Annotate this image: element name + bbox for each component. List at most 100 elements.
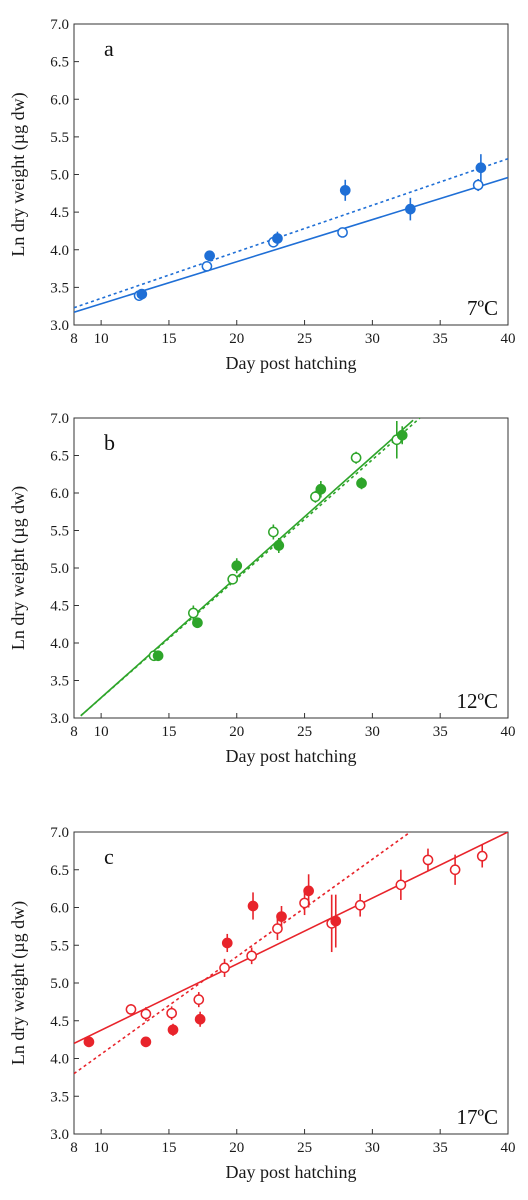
data-point-filled: [315, 483, 327, 495]
y-tick-label: 3.5: [50, 280, 69, 296]
data-point-filled: [356, 477, 367, 489]
y-tick-label: 4.5: [50, 205, 69, 221]
x-tick-label: 35: [433, 724, 448, 740]
x-tick-label: 35: [433, 331, 448, 347]
data-point-filled: [136, 288, 148, 300]
x-tick-label: 40: [501, 724, 516, 740]
x-tick-label: 8: [70, 331, 78, 347]
temperature-label: 12ºC: [456, 689, 498, 713]
y-tick-label: 6.0: [50, 901, 69, 917]
temperature-label: 17ºC: [456, 1105, 498, 1129]
data-point-open: [422, 854, 434, 866]
data-point-open: [246, 950, 258, 962]
data-point-open: [272, 923, 283, 934]
data-point-filled: [339, 184, 351, 196]
data-point-open: [227, 573, 239, 585]
data-point-open: [299, 897, 310, 909]
x-tick-label: 10: [94, 724, 109, 740]
y-tick-label: 4.5: [50, 1014, 69, 1030]
data-point-filled: [140, 1036, 152, 1048]
data-point-filled: [405, 203, 416, 215]
data-point-filled: [204, 250, 215, 262]
data-point-open: [188, 607, 199, 619]
chart-panel-b: 3.0 3.5 4.0 4.5 5.0 5.5 6.0 6.5 7.0 8 10 15 20 25 30 35…: [8, 411, 516, 766]
x-tick-label: 20: [229, 331, 244, 347]
data-point-open: [166, 1007, 177, 1019]
data-point-open: [472, 179, 484, 191]
y-tick-label: 7.0: [50, 411, 69, 427]
y-tick-label: 7.0: [50, 825, 69, 841]
x-tick-label: 15: [161, 331, 176, 347]
data-point-open: [354, 899, 366, 911]
data-point-filled: [396, 429, 408, 441]
fit-line-dotted: [74, 832, 411, 1075]
x-tick-label: 35: [433, 1140, 448, 1156]
y-tick-label: 3.5: [50, 674, 69, 690]
x-tick-label: 8: [70, 724, 78, 740]
x-tick-label: 20: [229, 1140, 244, 1156]
x-tick-label: 30: [365, 331, 380, 347]
y-tick-label: 3.0: [50, 318, 69, 334]
data-point-filled: [221, 937, 233, 949]
data-point-filled: [231, 560, 243, 572]
y-tick-label: 6.5: [50, 449, 69, 465]
y-tick-label: 6.5: [50, 55, 69, 71]
y-tick-label: 4.5: [50, 599, 69, 615]
x-axis-title: Day post hatching: [226, 1162, 357, 1182]
data-point-filled: [272, 233, 283, 244]
x-tick-label: 10: [94, 1140, 109, 1156]
y-tick-label: 4.0: [50, 243, 69, 259]
y-axis-title: Ln dry weight (µg dw): [8, 92, 29, 256]
y-tick-label: 5.5: [50, 524, 69, 540]
y-tick-label: 4.0: [50, 636, 69, 652]
x-tick-label: 20: [229, 724, 244, 740]
fit-line-dotted: [80, 418, 421, 717]
fit-line-solid: [74, 176, 508, 313]
y-tick-label: 5.5: [50, 938, 69, 954]
x-tick-label: 15: [161, 724, 176, 740]
data-point-filled: [330, 915, 342, 927]
temperature-label: 7ºC: [467, 296, 498, 320]
x-tick-label: 30: [365, 724, 380, 740]
plot-frame: [73, 831, 509, 1135]
data-point-open: [268, 526, 279, 538]
y-tick-label: 7.0: [50, 17, 69, 33]
y-tick-label: 5.5: [50, 130, 69, 146]
y-tick-label: 3.5: [50, 1089, 69, 1105]
data-point-open: [219, 962, 230, 974]
data-point-filled: [152, 650, 164, 662]
data-point-filled: [167, 1024, 179, 1036]
y-tick-label: 6.5: [50, 863, 69, 879]
fit-line-dotted: [74, 157, 508, 309]
x-tick-label: 25: [297, 724, 312, 740]
data-point-open: [201, 260, 213, 272]
x-tick-label: 25: [297, 331, 312, 347]
x-tick-label: 40: [501, 331, 516, 347]
data-point-filled: [247, 900, 259, 912]
data-point-open: [395, 879, 407, 891]
y-axis-title: Ln dry weight (µg dw): [8, 486, 29, 650]
panel-label: b: [104, 430, 115, 455]
data-point-filled: [83, 1036, 95, 1048]
data-point-open: [125, 1004, 137, 1015]
data-point-filled: [194, 1013, 206, 1025]
data-point-filled: [303, 885, 314, 897]
panel-label: c: [104, 844, 114, 869]
data-point-open: [193, 994, 205, 1005]
data-point-filled: [192, 617, 203, 629]
y-tick-label: 5.0: [50, 561, 69, 577]
data-point-open: [140, 1008, 152, 1020]
x-tick-label: 40: [501, 1140, 516, 1156]
fit-line-solid: [74, 832, 508, 1045]
data-point-open: [476, 850, 488, 862]
data-point-open: [310, 491, 321, 503]
y-tick-label: 5.0: [50, 168, 69, 184]
data-point-open: [449, 864, 461, 876]
y-tick-label: 3.0: [50, 711, 69, 727]
x-tick-label: 15: [161, 1140, 176, 1156]
panel-label: a: [104, 36, 114, 61]
plot-frame: [73, 23, 509, 326]
chart-panel-c: 3.0 3.5 4.0 4.5 5.0 5.5 6.0 6.5 7.0 8 10 15 20 25 30 35…: [8, 825, 516, 1182]
data-point-filled: [276, 911, 287, 922]
